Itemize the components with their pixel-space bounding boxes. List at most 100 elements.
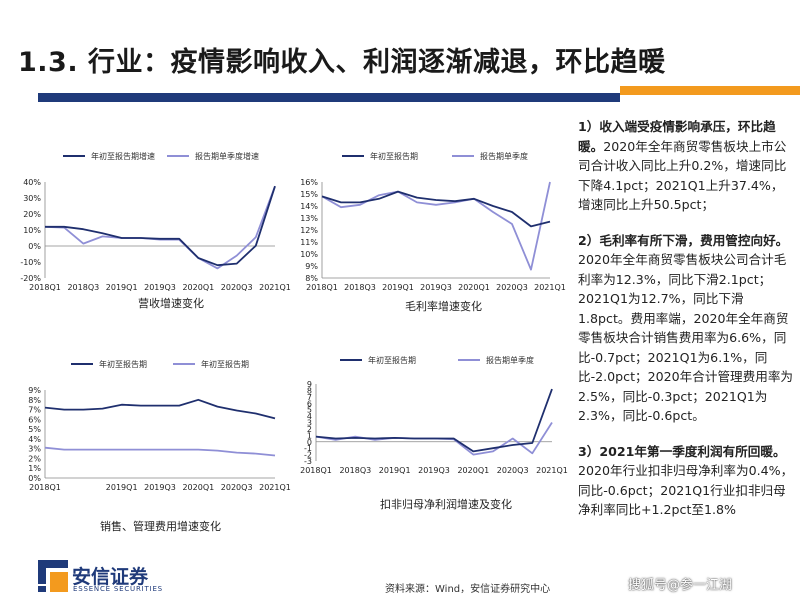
y-tick-label: 0 [307,438,312,447]
y-tick-label: 0% [28,474,41,483]
legend-label-2: 报告期单季度增速 [195,151,259,161]
commentary-margin-body: 2020年全年商贸零售板块公司合计毛利率为12.3%，同比下滑2.1pct；20… [578,252,794,423]
commentary-profit: 3）2021年第一季度利润有所回暖。 2020年行业扣非归母净利率为0.4%，同比… [578,442,796,520]
x-tick-label: 2019Q1 [106,483,138,492]
x-tick-label: 2020Q1 [457,466,489,475]
expense-rate-chart: 年初至报告期 年初至报告期 9% 8% 7% 6% 5% 4% 3% 2% 1% 0% 2018Q1 20… [5,348,291,508]
commentary-revenue: 1）收入端受疫情影响承压，环比趋暖。2020年全年商贸零售板块上市公司合计收入同… [578,117,796,215]
y-tick-label: 6% [28,415,41,424]
y-tick-label: 2% [28,454,41,463]
x-tick-label: 2020Q1 [182,283,214,292]
revenue-growth-chart: 年初至报告期增速 报告期单季度增速 40% 30% 20% 10% 0% -10% -20% 20… [5,140,291,292]
net-profit-caption: 扣非归母净利润增速及变化 [380,498,512,511]
y-tick-label: 4 [307,412,312,421]
y-tick-label: 1 [307,431,312,440]
x-tick-label: 2019Q3 [144,283,176,292]
x-tick-label: 2018Q3 [67,283,99,292]
legend-label-1: 年初至报告期 [370,151,418,161]
x-tick-label: 2020Q3 [496,283,528,292]
y-tick-label: 8% [28,396,41,405]
logo-mark-icon [38,560,68,592]
legend-label-2: 报告期单季度 [480,151,528,161]
commentary-revenue-heading: 1）收入端受疫情影响承压，环比趋暖。 [578,119,776,154]
x-tick-label: 2020Q3 [221,283,253,292]
y-tick-label: 10% [23,226,41,235]
y-tick-label: 20% [23,210,41,219]
x-tick-label: 2019Q1 [106,283,138,292]
revenue-growth-caption: 营收增速变化 [138,297,204,310]
x-tick-label: 2018Q1 [29,283,61,292]
y-tick-label: -10% [20,258,41,267]
gross-margin-caption: 毛利率增速变化 [405,300,482,313]
y-tick-label: 5% [28,425,41,434]
y-tick-label: 8 [307,386,312,395]
y-tick-label: -3 [304,457,312,466]
x-tick-label: 2021Q1 [259,283,291,292]
series-line-1 [321,190,551,228]
series-line-2 [44,446,276,457]
y-tick-label: 5 [307,406,312,415]
x-tick-label: 2018Q1 [29,483,61,492]
x-tick-label: 2020Q3 [221,483,253,492]
y-tick-label: -1 [304,444,312,453]
x-tick-label: 2020Q1 [182,483,214,492]
y-tick-label: 14% [300,202,318,211]
y-tick-label: 16% [300,178,318,187]
x-tick-label: 2018Q1 [306,283,338,292]
series-line-1 [315,388,553,453]
data-source-note: 资料来源：Wind，安信证券研究中心 [385,584,551,595]
gross-margin-svg: 年初至报告期 报告期单季度16%15%14%13%12%11%10%9%8%201… [300,151,566,292]
expense-rate-caption: 销售、管理费用增速变化 [100,520,221,533]
y-tick-label: 2 [307,425,312,434]
y-tick-label: 40% [23,178,41,187]
gross-margin-chart: 年初至报告期 报告期单季度 16% 15% 14% 13% 12% 11% 10% 9% 8% 201… [282,140,572,292]
y-tick-label: -2 [304,451,312,460]
legend-label-1: 年初至报告期 [368,355,416,365]
logo-english-name: ESSENCE SECURITIES [73,585,163,593]
y-tick-label: 6 [307,399,312,408]
commentary-revenue-body: 2020年全年商贸零售板块上市公司合计收入同比上升0.2%，增速同比下降4.1p… [578,138,787,213]
title-underline [38,93,620,102]
x-tick-label: 2019Q3 [418,466,450,475]
commentary-margin: 2）毛利率有所下滑，费用管控向好。 2020年全年商贸零售板块公司合计毛利率为12… [578,231,796,426]
title-accent-bar [620,86,800,95]
series-line-1 [44,398,276,420]
y-tick-label: 12% [300,226,318,235]
y-tick-label: 4% [28,435,41,444]
y-tick-label: 13% [300,214,318,223]
net-profit-chart: 年初至报告期 报告期单季度 9 8 7 6 5 4 3 2 1 0 -1 -2 -3 2018Q1 2018Q3… [282,348,572,483]
revenue-growth-svg: 年初至报告期增速 报告期单季度增速40%30%20%10%0%-10%-20%20… [20,151,291,292]
y-tick-label: 9% [305,262,318,271]
expense-rate-svg: 年初至报告期 年初至报告期 9%8%7%6%5%4%3%2%1%0%2018Q1 20… [28,359,291,492]
y-tick-label: 3% [28,445,41,454]
y-tick-label: 8% [305,274,318,283]
commentary-profit-heading: 3）2021年第一季度利润有所回暖。 [578,443,786,459]
x-tick-label: 2021Q1 [259,483,291,492]
legend-label-1: 年初至报告期 [99,359,147,369]
x-tick-label: 2019Q1 [382,283,414,292]
y-tick-label: 9 [307,380,312,389]
page-title: 1.3. 行业：疫情影响收入、利润逐渐减退，环比趋暖 [18,47,666,78]
legend-label-1: 年初至报告期增速 [91,151,155,161]
series-line-2 [44,185,276,270]
y-tick-label: 10% [300,250,318,259]
company-logo: 安信证券 ESSENCE SECURITIES [38,560,188,598]
x-tick-label: 2018Q3 [344,283,376,292]
y-tick-label: 0% [28,242,41,251]
y-tick-label: 30% [23,194,41,203]
x-tick-label: 2021Q1 [534,283,566,292]
x-tick-label: 2019Q3 [420,283,452,292]
logo-chinese-name: 安信证券 [72,566,149,588]
y-tick-label: 1% [28,464,41,473]
commentary-profit-body: 2020年行业扣非归母净利率为0.4%，同比-0.6pct；2021Q1行业扣非… [578,463,794,517]
commentary-panel: 1）收入端受疫情影响承压，环比趋暖。2020年全年商贸零售板块上市公司合计收入同… [578,117,796,536]
series-line-1 [45,185,276,267]
y-tick-label: 9% [28,386,41,395]
x-tick-label: 2021Q1 [536,466,568,475]
legend-label-2: 年初至报告期 [201,359,249,369]
commentary-margin-heading: 2）毛利率有所下滑，费用管控向好。 [578,232,789,248]
watermark: 搜狐号@参一江湖 [628,578,733,593]
y-tick-label: 7% [28,406,41,415]
x-tick-label: 2018Q1 [300,466,332,475]
